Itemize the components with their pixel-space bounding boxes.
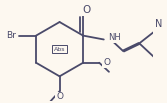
Text: NH: NH [108,33,121,42]
Text: O: O [56,92,63,101]
Text: O: O [82,5,91,15]
Text: N: N [155,19,162,29]
Text: Br: Br [6,31,16,40]
Text: Abs: Abs [54,47,65,52]
Text: O: O [103,58,110,67]
